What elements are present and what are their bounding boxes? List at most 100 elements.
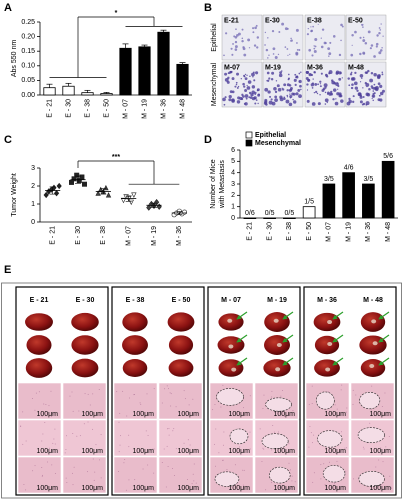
stained-cell xyxy=(272,47,276,51)
stained-cell xyxy=(252,27,255,30)
nucleus xyxy=(31,397,33,399)
x-tick-label: E - 21 xyxy=(50,226,57,245)
stained-cell xyxy=(223,54,225,57)
stained-cell xyxy=(373,55,376,58)
stained-cell xyxy=(328,55,330,57)
panel-label: E xyxy=(4,264,11,276)
stained-cell xyxy=(289,91,291,93)
stained-cell xyxy=(305,70,310,74)
nucleus xyxy=(243,469,245,471)
stained-cell xyxy=(253,79,256,82)
lesion xyxy=(231,367,237,372)
lesion xyxy=(369,364,375,369)
stained-cell xyxy=(255,24,258,27)
stained-cell xyxy=(317,102,321,106)
nucleus xyxy=(87,393,89,395)
stained-cell xyxy=(370,44,374,47)
nucleus xyxy=(220,406,222,408)
stained-cell xyxy=(359,36,362,39)
stained-cell xyxy=(307,78,311,82)
stained-cell xyxy=(308,48,312,52)
nucleus xyxy=(236,453,238,455)
stained-cell xyxy=(353,81,358,86)
nucleus xyxy=(352,389,354,391)
nucleus xyxy=(126,415,128,417)
stained-cell xyxy=(242,95,245,98)
y-axis-label: with Metastasis xyxy=(219,160,226,209)
x-tick-label: E - 38 xyxy=(286,222,293,241)
y-tick-label: 0.00 xyxy=(21,92,35,99)
stained-cell xyxy=(324,73,328,77)
point xyxy=(120,197,127,204)
stained-cell xyxy=(281,22,285,26)
liver xyxy=(122,335,148,355)
stained-cell xyxy=(350,53,354,57)
nucleus xyxy=(51,412,53,414)
nucleus xyxy=(280,395,282,397)
stained-cell xyxy=(237,32,241,36)
nucleus xyxy=(183,442,185,444)
stained-cell xyxy=(224,96,227,99)
stained-cell xyxy=(244,73,247,76)
stained-cell xyxy=(300,71,302,74)
nucleus xyxy=(146,451,148,453)
stained-cell xyxy=(286,48,289,50)
stained-cell xyxy=(347,77,350,80)
nucleus xyxy=(279,487,281,489)
nucleus xyxy=(138,484,140,486)
nucleus xyxy=(336,460,338,462)
y-tick-label: 0.25 xyxy=(21,19,35,26)
stained-cell xyxy=(290,40,292,42)
nucleus xyxy=(72,484,74,486)
point xyxy=(79,174,85,180)
arrow xyxy=(282,357,294,366)
stained-cell xyxy=(381,71,384,74)
stained-cell xyxy=(330,90,333,94)
nucleus xyxy=(183,390,185,392)
nucleus xyxy=(175,448,177,450)
scale-bar-label: 100μm xyxy=(273,485,295,492)
nucleus xyxy=(73,466,75,468)
nucleus xyxy=(340,450,342,452)
stained-cell xyxy=(369,47,372,50)
stained-cell xyxy=(378,31,381,35)
stained-cell xyxy=(286,96,289,98)
stained-cell xyxy=(267,90,271,94)
y-tick-label: 1 xyxy=(231,204,235,211)
group-box xyxy=(111,286,205,496)
stained-cell xyxy=(335,98,337,100)
stained-cell xyxy=(379,29,382,31)
nucleus xyxy=(238,450,240,452)
nucleus xyxy=(83,423,85,425)
nucleus xyxy=(128,479,130,481)
stained-cell xyxy=(288,84,292,87)
lesion xyxy=(275,367,281,372)
stained-cell xyxy=(244,94,249,98)
stained-cell xyxy=(257,93,260,96)
bar xyxy=(243,217,257,220)
value-label: 1/5 xyxy=(304,199,314,206)
liver xyxy=(71,358,99,378)
nucleus xyxy=(175,406,177,408)
bar xyxy=(322,183,336,219)
nucleus xyxy=(89,404,91,406)
lesion xyxy=(327,341,333,346)
stained-cell xyxy=(290,37,292,40)
nucleus xyxy=(83,411,85,413)
scale-bar-label: 100μm xyxy=(81,448,103,455)
nucleus xyxy=(242,469,244,471)
stained-cell xyxy=(245,97,248,100)
stained-cell xyxy=(337,84,340,88)
tumor-region xyxy=(357,427,385,443)
nucleus xyxy=(125,489,127,491)
liver xyxy=(360,359,386,377)
stained-cell xyxy=(252,76,254,78)
stained-cell xyxy=(366,93,371,97)
nucleus xyxy=(92,428,94,430)
y-tick-label: 3 xyxy=(231,181,235,188)
stained-cell xyxy=(336,92,340,96)
scale-bar-label: 100μm xyxy=(324,485,346,492)
nucleus xyxy=(243,484,245,486)
y-tick-label: 0 xyxy=(231,215,235,222)
nucleus xyxy=(128,434,130,436)
